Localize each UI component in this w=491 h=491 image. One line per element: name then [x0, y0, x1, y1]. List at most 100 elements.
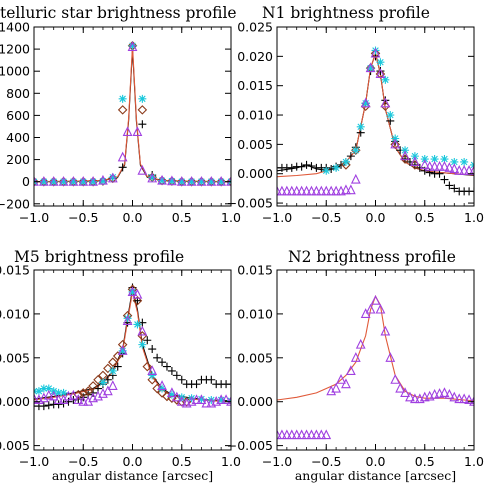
triangle-marker: [316, 185, 327, 196]
plus-marker: [401, 155, 410, 164]
y-tick-label: 0.010: [237, 306, 273, 321]
x-tick-label: −1.0: [19, 210, 49, 225]
triangle-marker: [216, 394, 227, 405]
y-tick-label: 400: [6, 130, 30, 145]
triangle-marker: [58, 175, 69, 186]
data-layer: [34, 41, 231, 187]
x-tick-label: 0.5: [172, 210, 192, 225]
x-tick-label: 0.0: [123, 454, 143, 469]
triangle-marker: [137, 164, 148, 175]
plus-marker: [227, 380, 231, 389]
triangle-marker: [306, 429, 317, 440]
plus-marker: [410, 160, 419, 169]
triangle-marker: [78, 395, 89, 406]
star-marker: [118, 346, 127, 355]
x-tick-label: −1.0: [19, 454, 49, 469]
y-tick-label: 0.005: [237, 350, 273, 365]
chart-panel-3: M5 brightness profile −1.0 −0.5 0.0 0.5 1.0 −0…: [0, 248, 241, 483]
plus-marker: [118, 163, 127, 172]
triangle-marker: [176, 395, 187, 406]
triangle-marker: [48, 390, 59, 401]
series-line-2: [34, 291, 231, 403]
star-marker: [366, 64, 375, 73]
diamond-marker: [351, 145, 361, 156]
star-marker: [460, 157, 469, 166]
triangle-marker: [331, 382, 341, 393]
triangle-marker: [301, 185, 312, 196]
diamond-marker: [152, 383, 162, 394]
triangle-marker: [286, 429, 297, 440]
star-marker: [148, 371, 157, 380]
star-marker: [430, 155, 439, 164]
series-plus: [277, 52, 474, 196]
triangle-marker: [291, 429, 302, 440]
y-tick-label: 200: [6, 152, 30, 167]
triangle-marker: [201, 397, 212, 408]
star-marker: [386, 111, 395, 120]
triangle-marker: [410, 156, 420, 167]
triangle-marker: [331, 185, 341, 196]
triangle-marker: [429, 160, 440, 171]
data-layer: [277, 46, 474, 196]
triangle-marker: [127, 286, 138, 297]
star-marker: [410, 152, 419, 161]
x-tick-label: −1.0: [262, 210, 292, 225]
star-marker: [371, 46, 380, 55]
triangle-marker: [68, 389, 79, 400]
star-marker: [361, 99, 370, 108]
star-marker: [332, 163, 341, 172]
y-tick-label: −0.005: [227, 196, 273, 211]
x-axis-label: angular distance [arcsec]: [52, 468, 213, 483]
triangle-marker: [454, 393, 465, 404]
chart-title: N2 brightness profile: [288, 248, 456, 266]
x-tick-label: −1.0: [262, 454, 292, 469]
plus-marker: [158, 358, 167, 367]
chart-title: M5 brightness profile: [14, 248, 184, 266]
star-marker: [108, 173, 117, 182]
star-marker: [98, 378, 107, 387]
x-tick-label: 1.0: [221, 210, 241, 225]
data-layer: [34, 283, 231, 411]
plus-marker: [192, 380, 201, 389]
star-marker: [341, 157, 350, 166]
y-tick-label: 1200: [0, 42, 30, 57]
star-marker: [356, 122, 365, 131]
y-tick-label: −200: [0, 196, 30, 211]
triangle-marker: [360, 97, 371, 108]
x-tick-label: 1.0: [221, 454, 241, 469]
triangle-marker: [48, 175, 59, 186]
triangle-marker: [196, 394, 207, 405]
x-tick-label: 0.0: [123, 210, 143, 225]
star-marker: [187, 177, 196, 186]
series-triangle: [277, 295, 474, 440]
chart-panel-4: N2 brightness profile −1.0 −0.5 0.0 0.5 1.0 −0…: [227, 248, 484, 483]
triangle-marker: [444, 388, 455, 399]
star-marker: [381, 75, 390, 84]
plus-marker: [64, 397, 73, 406]
triangle-marker: [73, 394, 84, 405]
y-tick-label: 0.005: [237, 137, 273, 152]
star-marker: [207, 177, 216, 186]
star-marker: [118, 94, 127, 103]
triangle-marker: [341, 378, 351, 389]
star-marker: [138, 94, 147, 103]
triangle-marker: [34, 175, 39, 186]
star-marker: [158, 384, 167, 393]
triangle-marker: [43, 389, 54, 400]
star-marker: [133, 320, 142, 329]
triangle-marker: [306, 185, 317, 196]
diamond-marker: [142, 361, 153, 372]
triangle-marker: [449, 391, 460, 402]
x-tick-label: 1.0: [464, 210, 484, 225]
triangle-marker: [157, 174, 167, 185]
triangle-marker: [216, 175, 227, 186]
star-marker: [34, 387, 43, 396]
series-triangle: [34, 41, 231, 186]
triangle-marker: [147, 172, 158, 183]
triangle-marker: [196, 175, 207, 186]
plus-marker: [287, 163, 296, 172]
star-marker: [49, 177, 58, 186]
triangle-marker: [157, 380, 167, 390]
y-tick-label: 1400: [0, 20, 30, 35]
plus-marker: [346, 152, 355, 161]
